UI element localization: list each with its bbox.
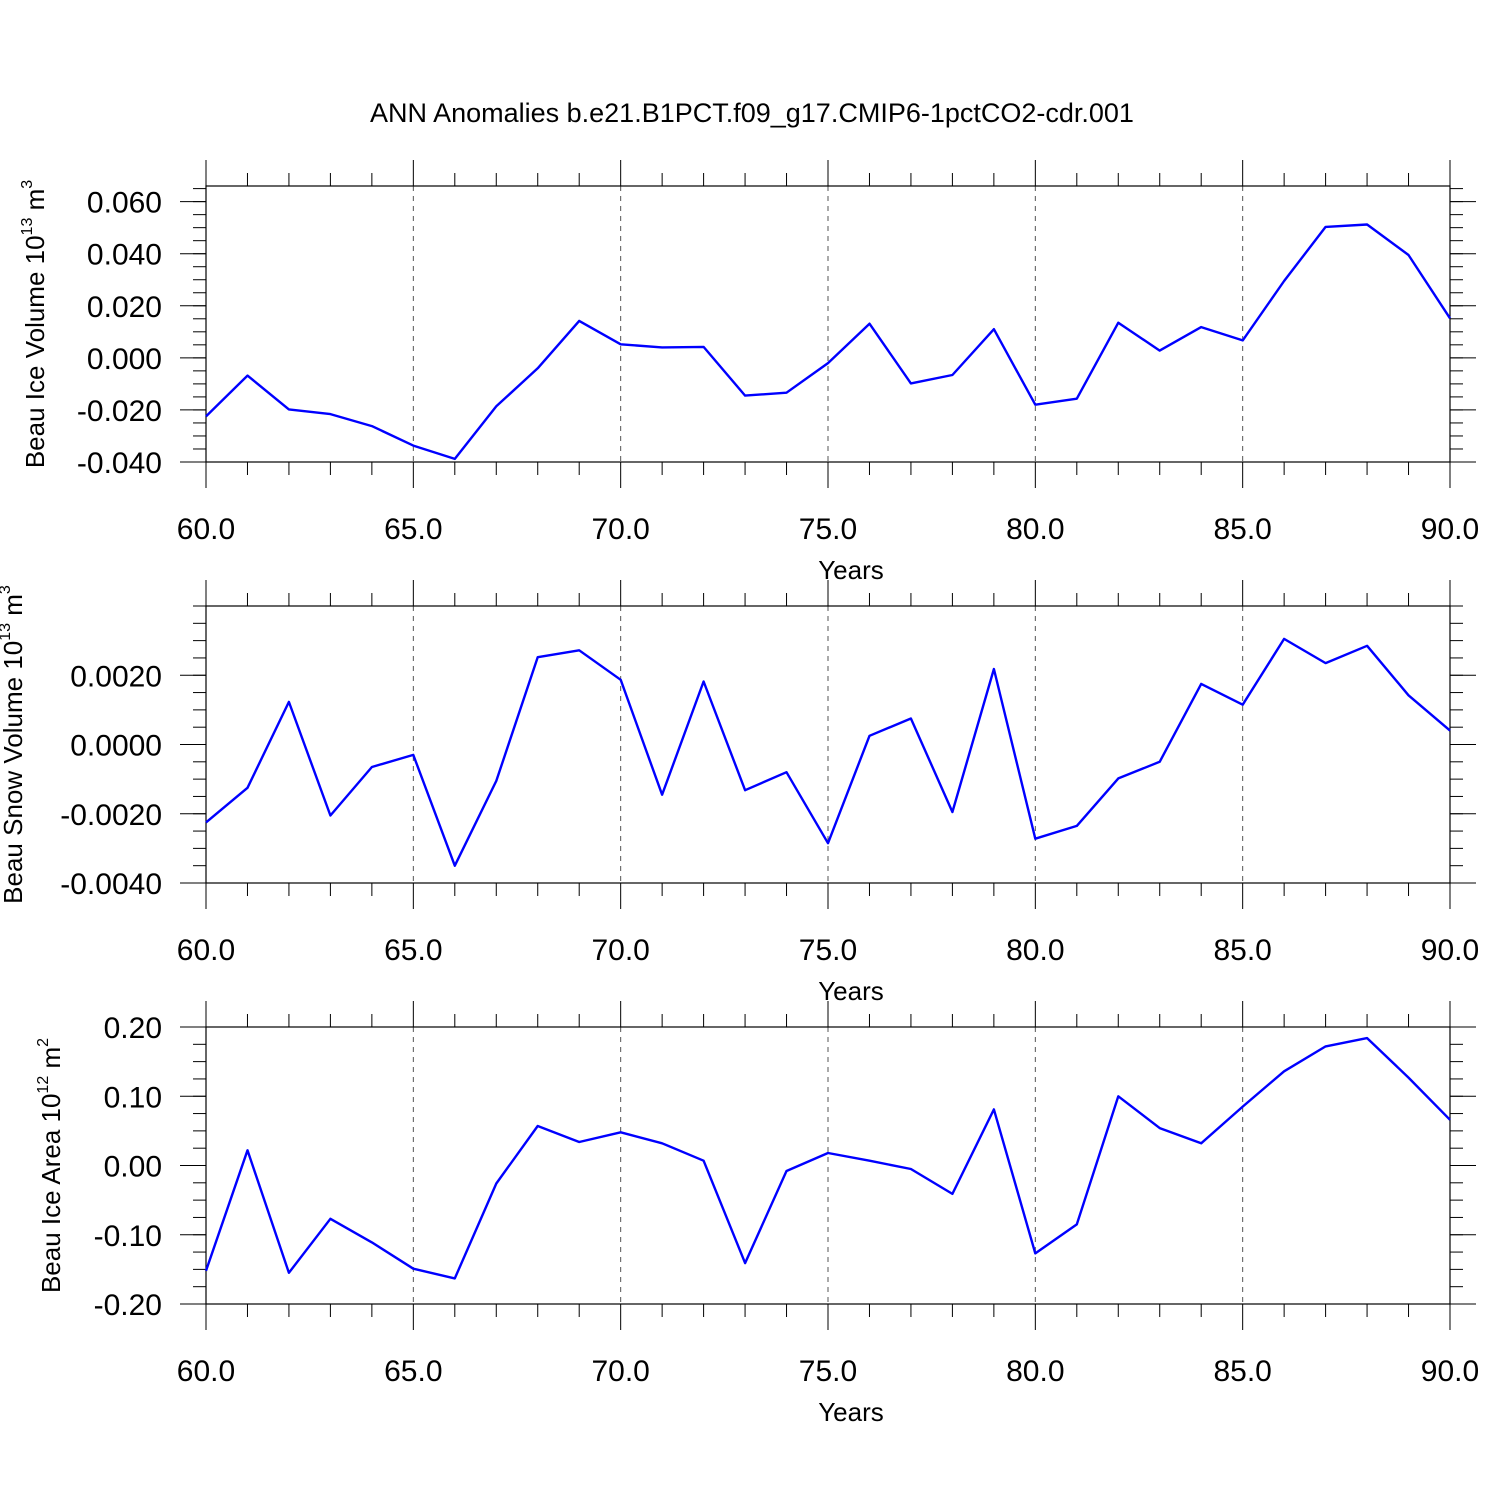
x-axis-label: Years xyxy=(818,555,884,585)
x-tick-label: 85.0 xyxy=(1213,513,1271,546)
x-tick-label: 60.0 xyxy=(177,934,235,967)
x-tick-label: 70.0 xyxy=(591,513,649,546)
y-tick-label: 0.060 xyxy=(87,187,162,220)
x-tick-label: 75.0 xyxy=(799,934,857,967)
panel-1: -0.040 -0.020 0.000 0.020 0.040 0.060 60.0 65.0… xyxy=(19,160,1479,585)
y-tick-label: 0.00 xyxy=(104,1151,162,1184)
x-tick-label: 90.0 xyxy=(1421,1355,1479,1388)
y-tick-label: -0.10 xyxy=(94,1220,162,1253)
x-axis-label: Years xyxy=(818,1397,884,1427)
y-tick-label: -0.0040 xyxy=(60,868,162,901)
series-line xyxy=(205,637,1451,867)
figure-title: ANN Anomalies b.e21.B1PCT.f09_g17.CMIP6-… xyxy=(370,98,1134,128)
x-tick-label: 80.0 xyxy=(1006,934,1064,967)
panel-3: -0.20 -0.10 0.00 0.10 0.20 60.0 65.0 70.0 75.0 80… xyxy=(35,1001,1479,1427)
y-tick-label: -0.040 xyxy=(77,447,162,480)
y-tick-label: 0.040 xyxy=(87,239,162,272)
y-tick-label: 0.000 xyxy=(87,343,162,376)
y-axis-label: Beau Ice Area 1012 m2 xyxy=(35,1038,66,1293)
series-line xyxy=(205,223,1452,461)
y-tick-label: 0.0020 xyxy=(70,660,162,693)
x-axis-label: Years xyxy=(818,976,884,1006)
x-tick-label: 80.0 xyxy=(1006,513,1064,546)
y-axis-label: Beau Snow Volume 1013 m3 xyxy=(0,585,28,904)
x-tick-label: 60.0 xyxy=(177,1355,235,1388)
y-tick-label: 0.020 xyxy=(87,291,162,324)
x-tick-label: 80.0 xyxy=(1006,1355,1064,1388)
x-tick-label: 70.0 xyxy=(591,1355,649,1388)
x-tick-label: 85.0 xyxy=(1213,934,1271,967)
x-tick-label: 75.0 xyxy=(799,513,857,546)
x-tick-label: 70.0 xyxy=(591,934,649,967)
x-tick-label: 85.0 xyxy=(1213,1355,1271,1388)
y-tick-label: 0.20 xyxy=(104,1012,162,1045)
x-tick-label: 60.0 xyxy=(177,513,235,546)
y-tick-label: -0.0020 xyxy=(60,799,162,832)
x-tick-label: 65.0 xyxy=(384,1355,442,1388)
y-tick-label: 0.10 xyxy=(104,1081,162,1114)
x-tick-label: 75.0 xyxy=(799,1355,857,1388)
series-line xyxy=(204,1036,1451,1280)
y-tick-label: -0.020 xyxy=(77,395,162,428)
y-axis-label: Beau Ice Volume 1013 m3 xyxy=(19,180,50,468)
x-tick-label: 90.0 xyxy=(1421,513,1479,546)
y-tick-label: -0.20 xyxy=(94,1289,162,1322)
x-tick-label: 65.0 xyxy=(384,513,442,546)
x-tick-label: 65.0 xyxy=(384,934,442,967)
panel-2: -0.0040 -0.0020 0.0000 0.0020 60.0 65.0 70.0 75… xyxy=(0,580,1479,1006)
x-tick-label: 90.0 xyxy=(1421,934,1479,967)
y-tick-label: 0.0000 xyxy=(70,730,162,763)
